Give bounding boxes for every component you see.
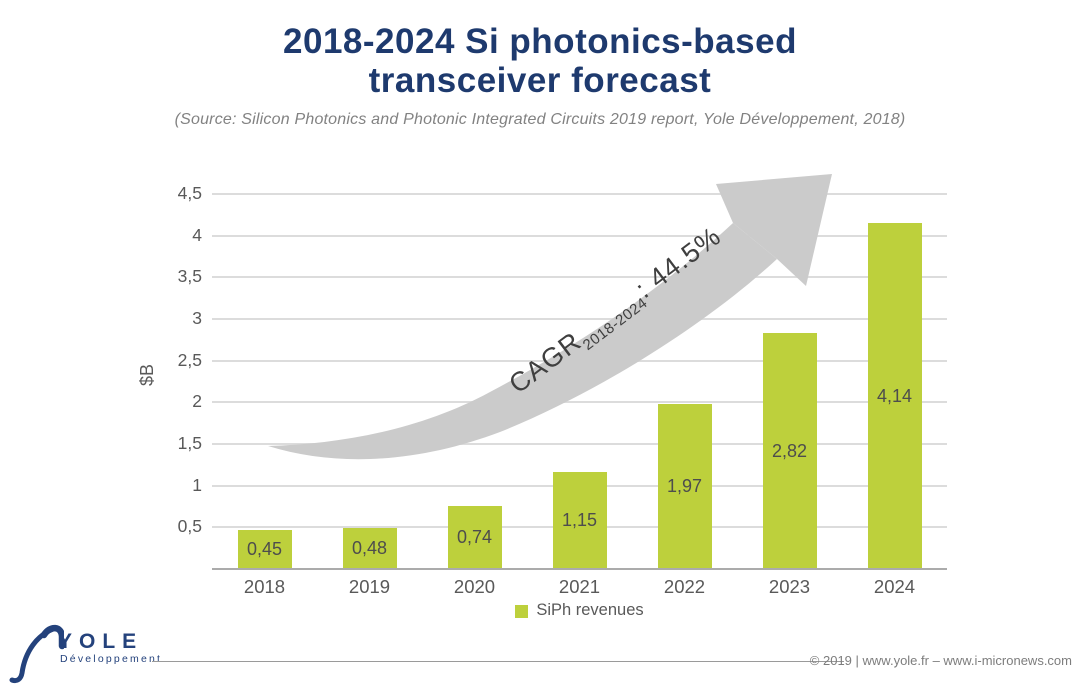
bar-value-label: 0,48 bbox=[351, 538, 388, 558]
yole-logo-subtext: Développement bbox=[60, 653, 163, 665]
source-note: (Source: Silicon Photonics and Photonic … bbox=[174, 111, 906, 128]
yole-logo-text: YOLE bbox=[58, 630, 144, 653]
page-title-line1: 2018-2024 Si photonics-based bbox=[283, 22, 797, 61]
bar-value-label: 1,97 bbox=[666, 476, 703, 496]
y-tick-label: 4 bbox=[192, 224, 202, 245]
legend-label: SiPh revenues bbox=[536, 601, 644, 619]
x-tick-label: 2022 bbox=[663, 576, 706, 597]
gridline bbox=[212, 234, 947, 237]
y-tick-label: 3,5 bbox=[177, 266, 202, 287]
y-tick-label: 2 bbox=[192, 391, 202, 412]
chart-legend: SiPh revenues bbox=[212, 601, 947, 622]
x-tick-label: 2023 bbox=[768, 576, 811, 597]
bar-value-label: 0,74 bbox=[456, 527, 493, 547]
x-tick-label: 2019 bbox=[348, 576, 391, 597]
bar-value-label: 1,15 bbox=[561, 510, 598, 530]
legend-swatch-icon bbox=[515, 605, 529, 618]
bar-2024 bbox=[868, 223, 922, 568]
x-tick-label: 2024 bbox=[873, 576, 916, 597]
gridline bbox=[212, 401, 947, 404]
bar-2020 bbox=[448, 506, 502, 568]
gridline bbox=[212, 276, 947, 279]
y-tick-label: 1 bbox=[192, 474, 202, 495]
bar-value-label: 0,45 bbox=[246, 539, 283, 559]
page-title-line2: transceiver forecast bbox=[368, 61, 712, 100]
copyright-text: © 2019 | www.yole.fr – www.i-micronews.c… bbox=[809, 653, 1072, 668]
y-tick-label: 4,5 bbox=[177, 183, 202, 203]
y-tick-label: 0,5 bbox=[177, 516, 202, 537]
yole-logo-icon bbox=[9, 624, 64, 684]
y-tick-label: 3 bbox=[192, 308, 202, 328]
footer-divider bbox=[152, 661, 844, 662]
y-tick-label: 2,5 bbox=[177, 349, 202, 370]
bar-value-label: 4,14 bbox=[876, 386, 913, 406]
gridline bbox=[212, 193, 947, 195]
bar-2019 bbox=[343, 528, 397, 568]
x-tick-label: 2020 bbox=[453, 576, 496, 597]
bar-2021 bbox=[553, 472, 607, 568]
y-tick-label: 1,5 bbox=[177, 433, 202, 453]
bar-2018 bbox=[238, 530, 292, 568]
x-tick-label: 2018 bbox=[243, 576, 286, 597]
bar-value-label: 2,82 bbox=[771, 441, 808, 461]
x-tick-label: 2021 bbox=[558, 576, 601, 597]
page-title: 2018-2024 Si photonics-based transceiver… bbox=[0, 22, 1080, 100]
